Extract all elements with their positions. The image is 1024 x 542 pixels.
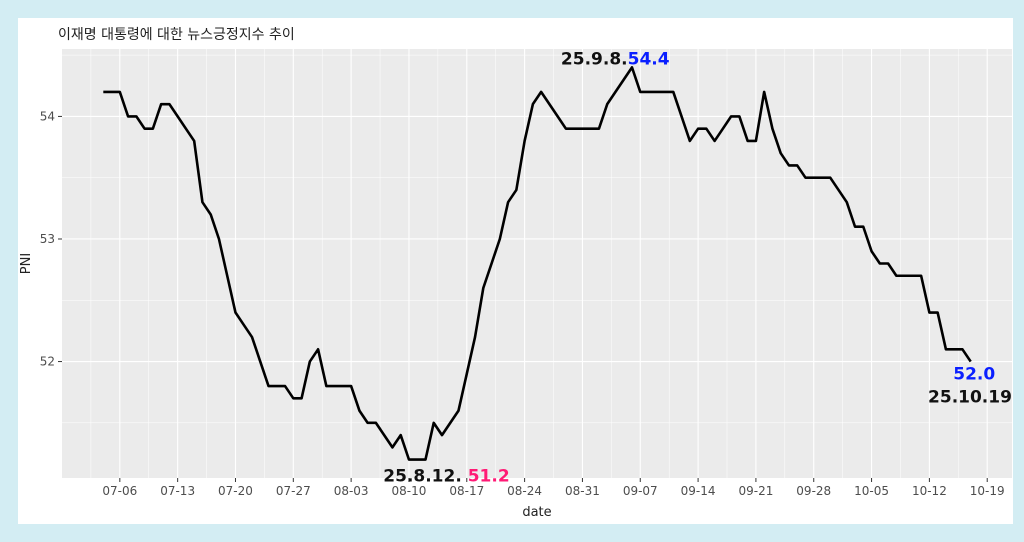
annotations: 25.8.12. 51.2 25.9.8.54.4 52.0 25.10.19. xyxy=(383,49,1013,486)
series-line xyxy=(103,66,972,461)
x-tick-label: 08-31 xyxy=(565,484,600,498)
x-tick-label: 10-12 xyxy=(912,484,947,498)
annotation-last-value: 52.0 xyxy=(953,365,995,385)
pni-line-chart: 이재명 대통령에 대한 뉴스긍정지수 추이 07-06 07-13 07-20 07-… xyxy=(19,27,1013,520)
chart-frame: 이재명 대통령에 대한 뉴스긍정지수 추이 07-06 07-13 07-20 07-… xyxy=(18,18,1013,524)
annotation-min-value: 51.2 xyxy=(468,467,510,487)
x-tick-label: 08-10 xyxy=(392,484,427,498)
series-layer xyxy=(103,66,972,461)
y-tick-label: 52 xyxy=(40,355,55,369)
annotation-max-date: 25.9.8. xyxy=(561,49,628,69)
x-tick-label: 07-27 xyxy=(276,484,311,498)
y-tick-label: 53 xyxy=(40,232,55,246)
x-axis-ticks: 07-06 07-13 07-20 07-27 08-03 08-10 08-17 08-24… xyxy=(102,478,1005,498)
x-tick-label: 08-03 xyxy=(334,484,369,498)
annotation-max: 25.9.8.54.4 xyxy=(561,49,670,69)
x-tick-label: 09-14 xyxy=(681,484,716,498)
annotation-max-value: 54.4 xyxy=(628,49,670,69)
annotation-min: 25.8.12. 51.2 xyxy=(383,467,509,487)
x-axis-title: date xyxy=(522,505,551,520)
chart-title: 이재명 대통령에 대한 뉴스긍정지수 추이 xyxy=(58,27,295,43)
y-axis-title: PNI xyxy=(19,253,34,274)
x-tick-label: 07-06 xyxy=(102,484,137,498)
x-tick-label: 07-13 xyxy=(160,484,195,498)
x-tick-label: 08-24 xyxy=(507,484,542,498)
x-tick-label: 10-05 xyxy=(854,484,889,498)
x-tick-label: 07-20 xyxy=(218,484,253,498)
y-tick-label: 54 xyxy=(40,109,55,123)
major-gridlines xyxy=(62,49,1012,478)
plot-panel xyxy=(62,49,1012,478)
x-tick-label: 08-17 xyxy=(449,484,484,498)
y-axis-ticks: 52 53 54 xyxy=(40,109,62,369)
annotation-min-date: 25.8.12. xyxy=(383,467,467,487)
x-tick-label: 10-19 xyxy=(970,484,1005,498)
x-tick-label: 09-21 xyxy=(738,484,773,498)
x-tick-label: 09-28 xyxy=(796,484,831,498)
x-tick-label: 09-07 xyxy=(623,484,658,498)
annotation-last-date: 25.10.19. xyxy=(928,388,1013,408)
